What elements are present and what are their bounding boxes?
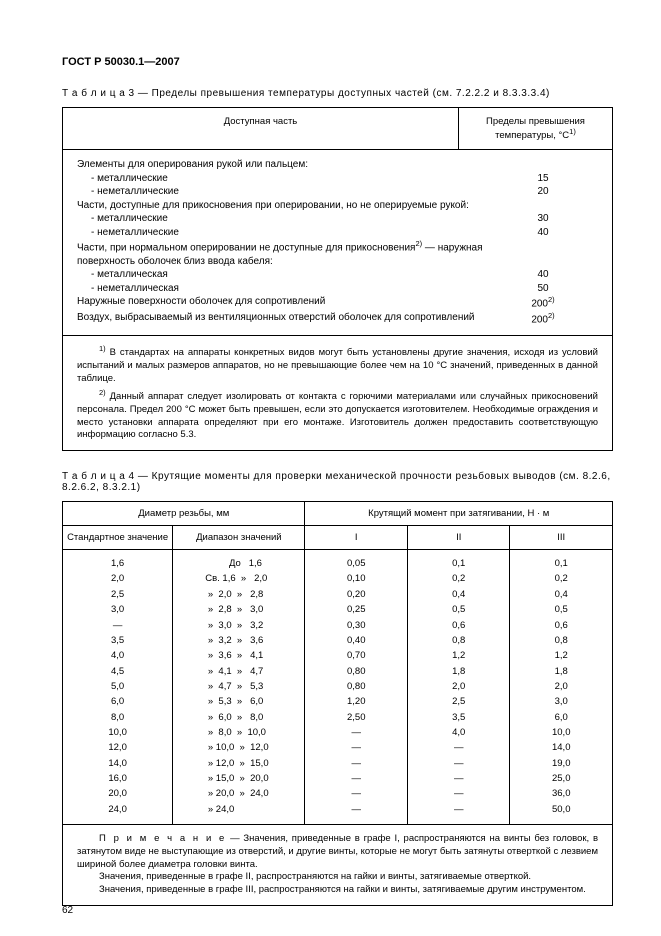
t4-sub1: Стандартное значение — [63, 526, 173, 550]
table4-note2: Значения, приведенные в графе II, распро… — [77, 871, 598, 884]
table4-row: 20,0 » 20,0 » 24,0——36,0 — [63, 787, 613, 802]
table4-caption-text: — Крутящие моменты для проверки механиче… — [62, 471, 611, 493]
table4-row: 24,0 » 24,0——50,0 — [63, 802, 613, 824]
table3-note2: 2) Данный аппарат следует изолировать от… — [77, 388, 598, 442]
table3-row: - неметаллическая50 — [77, 282, 598, 296]
t3-col1-header: Доступная часть — [63, 108, 459, 150]
table4-row: 6,0 » 5,3 » 6,01,202,53,0 — [63, 695, 613, 710]
page: ГОСТ Р 50030.1—2007 Т а б л и ц а 3 — Пр… — [0, 0, 661, 936]
t4-c1: I — [305, 526, 408, 550]
table4-row: 4,5 » 4,1 » 4,70,801,81,8 — [63, 664, 613, 679]
table3-row: Наружные поверхности оболочек для сопрот… — [77, 295, 598, 311]
table4-row: 3,0 » 2,8 » 3,00,250,50,5 — [63, 603, 613, 618]
table3-note1: 1) В стандартах на аппараты конкретных в… — [77, 344, 598, 386]
table3-row: - металлические30 — [77, 212, 598, 226]
table4-row: 4,0 » 3,6 » 4,10,701,21,2 — [63, 649, 613, 664]
table3-row: Воздух, выбрасываемый из вентиляционных … — [77, 311, 598, 327]
table4-row: 10,0 » 8,0 » 10,0—4,010,0 — [63, 725, 613, 740]
table4-row: 14,0 » 12,0 » 15,0——19,0 — [63, 756, 613, 771]
table3-row: Элементы для оперирования рукой или паль… — [77, 158, 598, 172]
table4-row: — » 3,0 » 3,20,300,60,6 — [63, 618, 613, 633]
table4-row: 1,6 До 1,60,050,10,1 — [63, 550, 613, 572]
table3: Доступная часть Пределы превышения темпе… — [62, 107, 613, 335]
table3-row: - металлические15 — [77, 172, 598, 186]
table4-notes: П р и м е ч а н и е — Значения, приведен… — [62, 825, 613, 906]
table3-row: - неметаллические40 — [77, 226, 598, 240]
table3-caption: Т а б л и ц а 3 — Пределы превышения тем… — [62, 88, 613, 99]
table3-caption-prefix: Т а б л и ц а 3 — [62, 88, 135, 99]
t4-group2: Крутящий момент при затягивании, Н · м — [305, 502, 613, 526]
table4-note1: П р и м е ч а н и е — Значения, приведен… — [77, 833, 598, 871]
t3-col2-header: Пределы превышения температуры, °С1) — [459, 108, 613, 150]
page-number: 62 — [62, 905, 73, 916]
table3-notes: 1) В стандартах на аппараты конкретных в… — [62, 335, 613, 451]
t4-c2: II — [407, 526, 510, 550]
table4: Диаметр резьбы, мм Крутящий момент при з… — [62, 501, 613, 825]
table4-row: 2,5 » 2,0 » 2,80,200,40,4 — [63, 587, 613, 602]
table4-caption: Т а б л и ц а 4 — Крутящие моменты для п… — [62, 471, 613, 493]
t4-c3: III — [510, 526, 613, 550]
table4-row: 2,0Св. 1,6 » 2,00,100,20,2 — [63, 572, 613, 587]
table3-row: Части, при нормальном оперировании не до… — [77, 239, 598, 268]
table4-row: 5,0 » 4,7 » 5,30,802,02,0 — [63, 679, 613, 694]
table3-row: - неметаллические20 — [77, 185, 598, 199]
table4-row: 12,0 » 10,0 » 12,0——14,0 — [63, 741, 613, 756]
t4-group1: Диаметр резьбы, мм — [63, 502, 305, 526]
table4-row: 8,0 » 6,0 » 8,02,503,56,0 — [63, 710, 613, 725]
t4-sub2: Диапазон значений — [173, 526, 305, 550]
table4-note3: Значения, приведенные в графе III, распр… — [77, 884, 598, 897]
table3-row: - металлическая40 — [77, 268, 598, 282]
standard-header: ГОСТ Р 50030.1—2007 — [62, 56, 613, 68]
table4-row: 3,5 » 3,2 » 3,60,400,80,8 — [63, 633, 613, 648]
table3-caption-text: — Пределы превышения температуры доступн… — [135, 88, 550, 99]
table3-row: Части, доступные для прикосновения при о… — [77, 199, 598, 213]
table4-caption-prefix: Т а б л и ц а 4 — [62, 471, 135, 482]
table4-row: 16,0 » 15,0 » 20,0——25,0 — [63, 771, 613, 786]
